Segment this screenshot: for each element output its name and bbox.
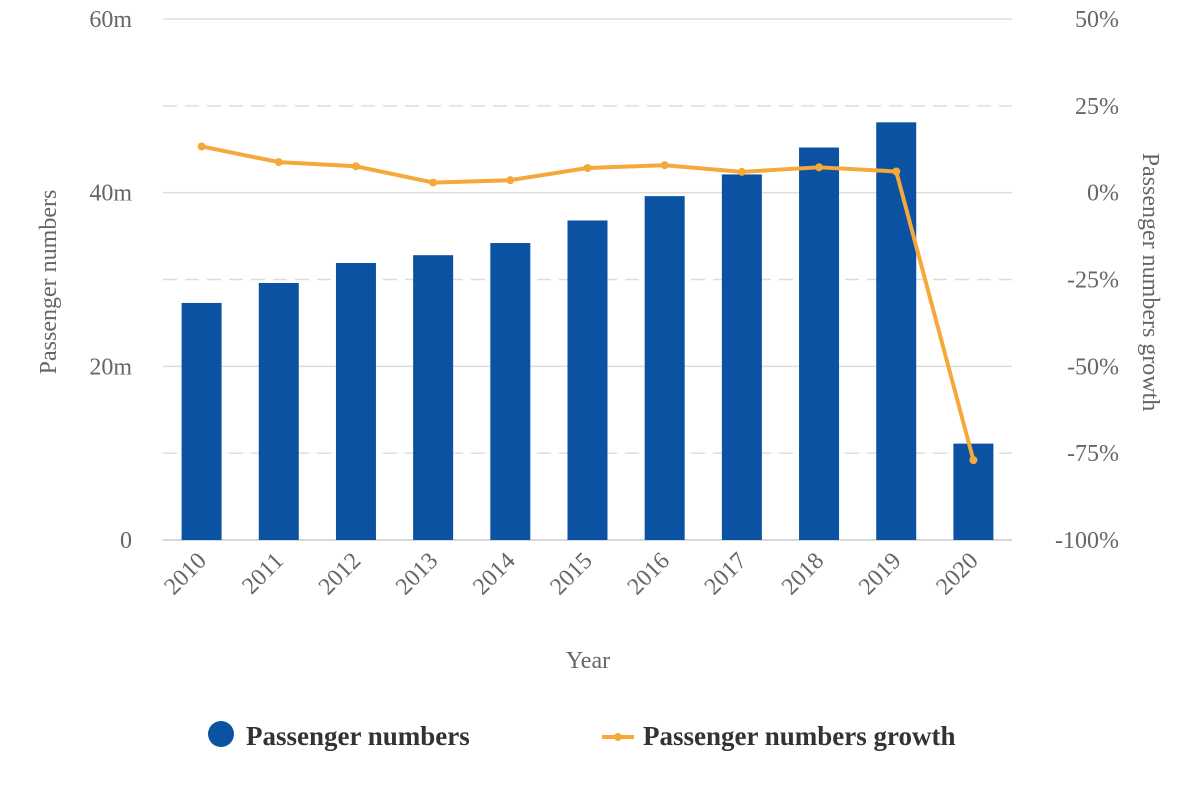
bar — [567, 220, 608, 540]
x-tick-label: 2016 — [623, 548, 675, 600]
growth-point — [583, 164, 592, 173]
legend-bar-marker — [208, 721, 234, 747]
x-tick-label: 2012 — [314, 548, 366, 600]
left-axis-label: Passenger numbers — [36, 190, 62, 375]
x-tick-label: 2011 — [237, 548, 289, 600]
bar — [876, 122, 917, 540]
bar — [490, 243, 531, 540]
right-tick-label: 50% — [1075, 7, 1119, 33]
right-tick-label: 0% — [1087, 181, 1119, 207]
bar — [644, 196, 685, 540]
right-tick-label: 25% — [1075, 94, 1119, 120]
bar — [335, 263, 376, 540]
legend-bar-label: Passenger numbers — [246, 721, 470, 751]
left-axis-ticks: 0 20m 40m 60m — [89, 7, 132, 554]
left-tick-label: 20m — [89, 354, 132, 380]
legend-line-label: Passenger numbers growth — [643, 721, 956, 751]
x-tick-label: 2017 — [700, 548, 752, 600]
x-tick-label: 2014 — [468, 548, 520, 600]
x-tick-label: 2018 — [777, 548, 829, 600]
x-axis-ticks: 2010 2011 2012 2013 2014 2015 2016 2017 2018 2019… — [160, 548, 984, 600]
growth-point — [429, 178, 438, 187]
right-tick-label: -50% — [1067, 354, 1119, 380]
legend-line-dot — [614, 733, 622, 741]
growth-point — [274, 158, 283, 167]
right-axis-label: Passenger numbers growth — [1137, 153, 1163, 412]
growth-point — [197, 142, 206, 151]
legend: Passenger numbers Passenger numbers grow… — [208, 721, 956, 751]
bar — [721, 174, 762, 540]
left-tick-label: 40m — [89, 181, 132, 207]
right-tick-label: -75% — [1067, 441, 1119, 467]
growth-point — [969, 456, 978, 465]
left-tick-label: 0 — [120, 528, 132, 554]
growth-point — [815, 163, 824, 172]
x-tick-label: 2019 — [854, 548, 906, 600]
bar — [181, 302, 222, 540]
x-tick-label: 2013 — [391, 548, 443, 600]
right-axis-ticks: -100% -75% -50% -25% 0% 25% 50% — [1055, 7, 1119, 554]
x-tick-label: 2020 — [931, 548, 983, 600]
right-tick-label: -100% — [1055, 528, 1119, 554]
left-tick-label: 60m — [89, 7, 132, 33]
growth-point — [892, 167, 901, 176]
bar-series — [181, 122, 994, 541]
x-axis-label: Year — [566, 648, 610, 674]
growth-point — [660, 161, 669, 170]
growth-point — [737, 167, 746, 176]
bar — [413, 255, 454, 541]
growth-point — [351, 162, 360, 171]
x-tick-label: 2015 — [545, 548, 597, 600]
growth-point — [506, 176, 515, 185]
line-series — [197, 142, 978, 465]
right-tick-label: -25% — [1067, 268, 1119, 294]
bar — [258, 282, 299, 540]
x-tick-label: 2010 — [160, 548, 212, 600]
bar — [799, 147, 840, 540]
